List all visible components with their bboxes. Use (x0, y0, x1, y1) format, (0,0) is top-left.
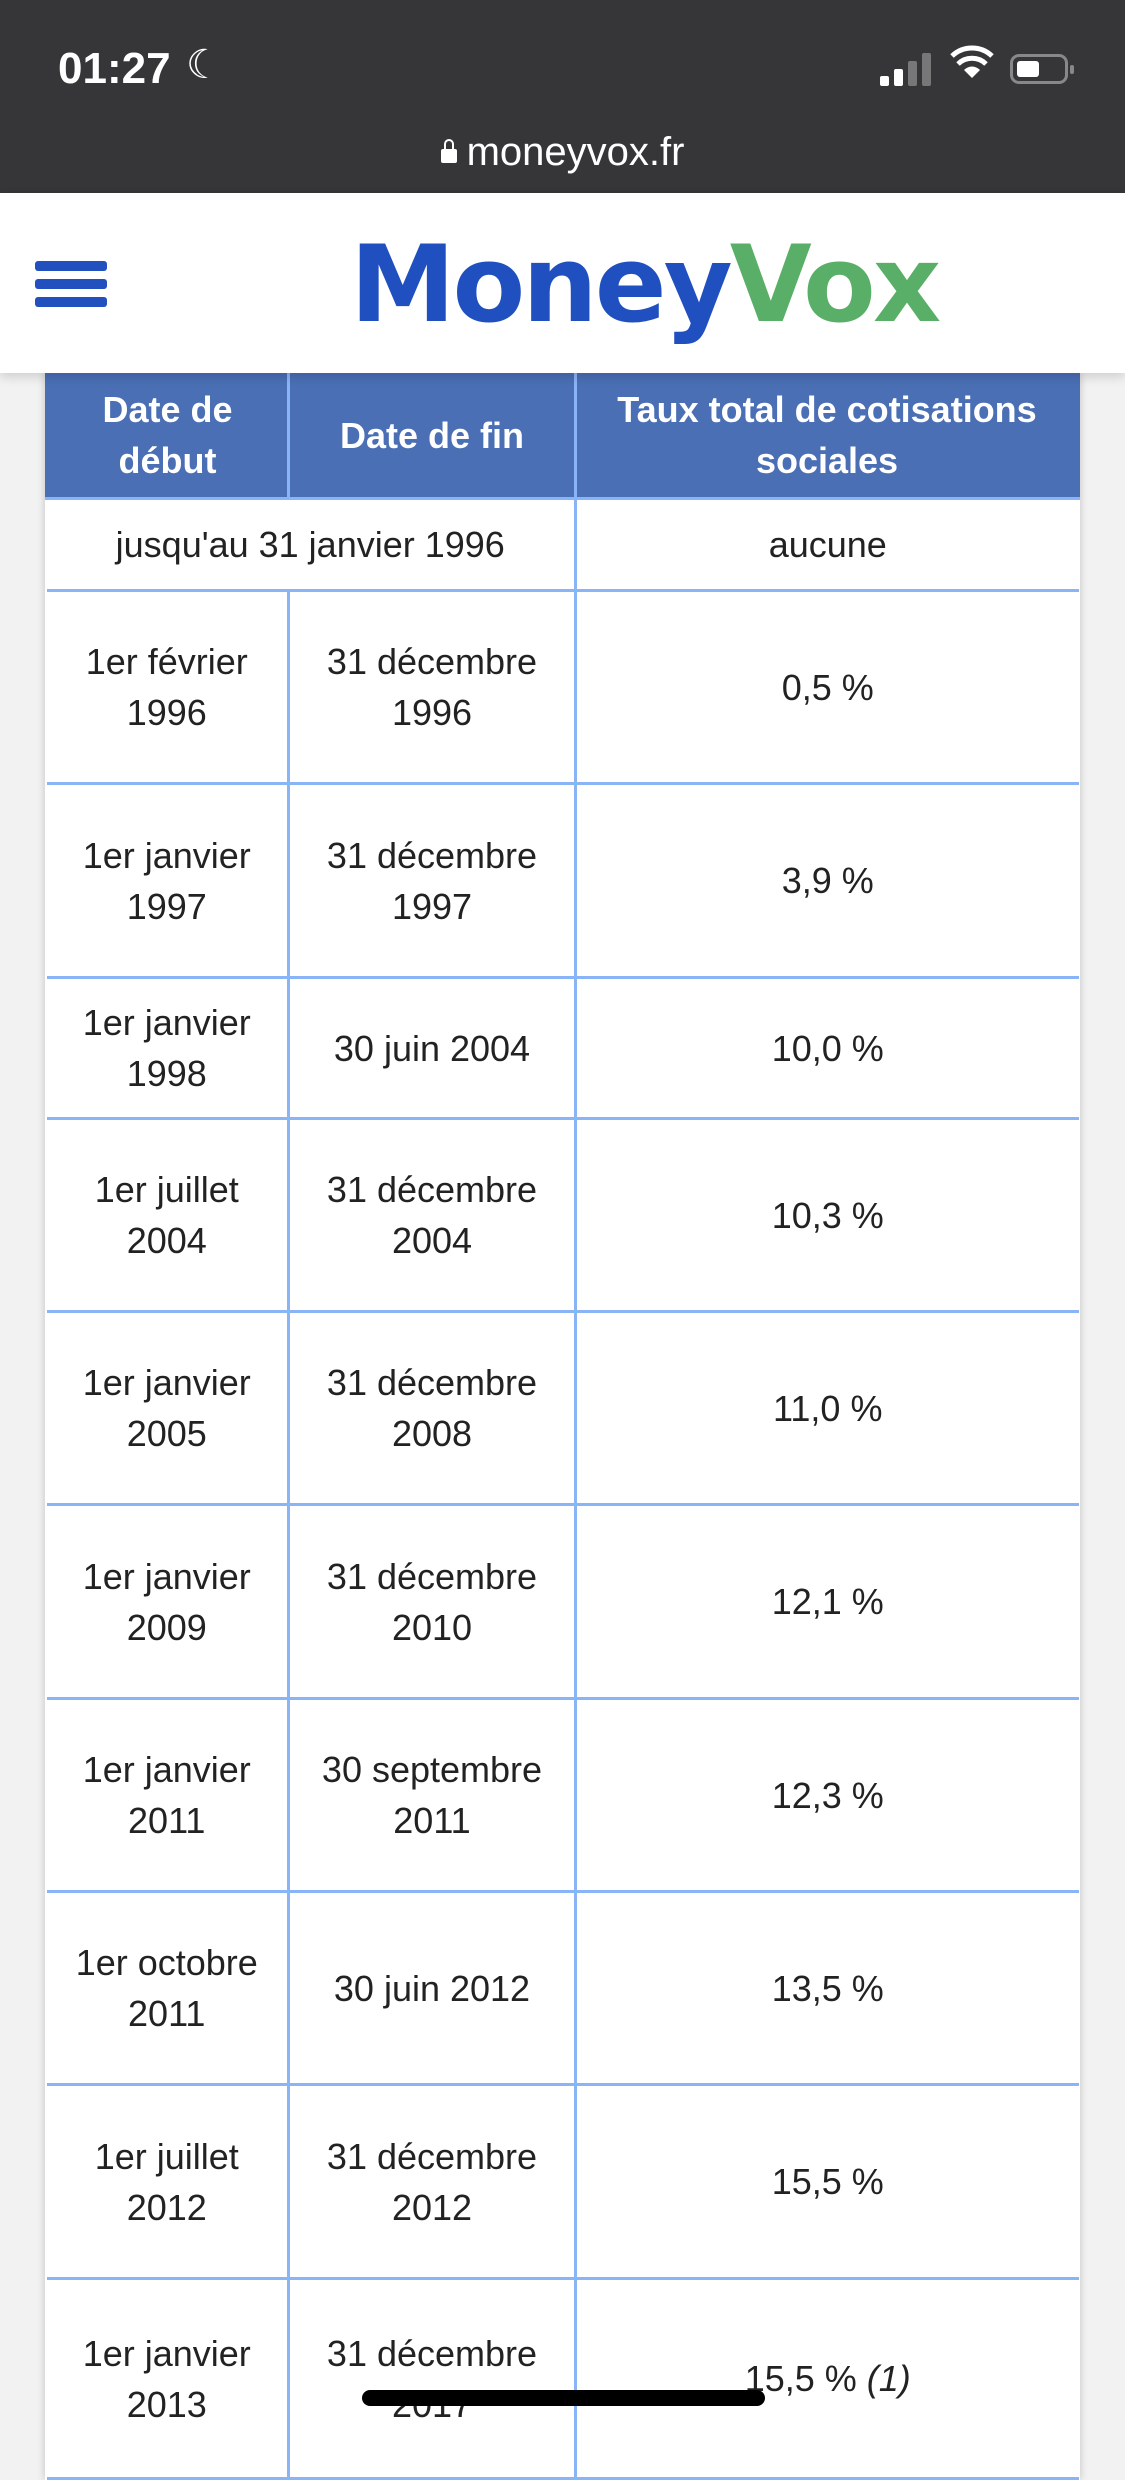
rate-text: 10,3 % (771, 1194, 884, 1236)
url-text: moneyvox.fr (466, 130, 685, 174)
start-cell: 1er janvier 2011 (46, 1697, 290, 1893)
table-row: 1er janvier 2013 31 décembre 2017 15,5 % (… (46, 2277, 1079, 2480)
start-text: 1er janvier 2013 (82, 2332, 251, 2425)
wifi-icon (950, 44, 994, 90)
start-text: 1er février 1996 (85, 641, 248, 733)
start-cell: 1er janvier 2005 (46, 1310, 290, 1506)
table-row: 1er octobre 2011 30 juin 2012 13,5 % (46, 1890, 1079, 2086)
start-text: 1er janvier 2005 (82, 1362, 251, 1454)
rate-text: 12,1 % (771, 1581, 884, 1622)
home-indicator[interactable] (362, 2390, 765, 2406)
rate-text: 12,3 % (771, 1774, 884, 1816)
end-cell: 31 décembre 2017 (287, 2277, 577, 2480)
table-row: 1er juillet 2004 31 décembre 2004 10,3 % (46, 1117, 1079, 1313)
table-row: 1er janvier 1997 31 décembre 1997 3,9 % (46, 782, 1079, 979)
start-text: 1er janvier 2011 (82, 1749, 251, 1841)
start-cell: 1er février 1996 (46, 589, 290, 785)
end-text: 31 décembre 2012 (326, 2135, 538, 2228)
end-text: 31 décembre 2008 (326, 1362, 538, 1454)
start-text: 1er octobre 2011 (75, 1942, 258, 2034)
end-cell: 30 juin 2004 (287, 976, 577, 1120)
rate-cell: 12,3 % (574, 1697, 1079, 1893)
end-text: 30 septembre 2011 (321, 1749, 543, 1841)
rate-cell: aucune (574, 497, 1079, 592)
menu-icon[interactable] (35, 261, 107, 307)
rate-cell: 11,0 % (574, 1310, 1079, 1506)
end-text: 31 décembre 2010 (326, 1555, 538, 1648)
rate-text: 15,5 % (744, 2358, 857, 2399)
clock: 01:27 (58, 44, 171, 93)
table-row: 1er janvier 2011 30 septembre 2011 12,3 % (46, 1697, 1079, 1893)
start-cell: 1er janvier 1998 (46, 976, 290, 1120)
rate-text: 13,5 % (771, 1967, 884, 2009)
end-text: 31 décembre 2004 (326, 1169, 538, 1261)
table-row: 1er février 1996 31 décembre 1996 0,5 % (46, 589, 1079, 785)
start-text: 1er janvier 1997 (82, 834, 251, 927)
start-cell: 1er janvier 2009 (46, 1503, 290, 1700)
address-bar[interactable]: moneyvox.fr (0, 130, 1125, 175)
table-row: 1er janvier 1998 30 juin 2004 10,0 % (46, 976, 1079, 1120)
rate-cell: 13,5 % (574, 1890, 1079, 2086)
header-rate: Taux total de cotisations sociales (574, 373, 1080, 500)
start-cell: 1er janvier 1997 (46, 782, 290, 979)
rate-text: 3,9 % (781, 860, 874, 901)
start-text: 1er janvier 2009 (82, 1555, 251, 1648)
lock-icon (440, 139, 457, 163)
moon-icon: ☾ (186, 43, 222, 87)
rate-cell: 15,5 % (574, 2083, 1079, 2280)
start-text: 1er janvier 1998 (82, 1002, 251, 1094)
table-row: 1er janvier 2005 31 décembre 2008 11,0 % (46, 1310, 1079, 1506)
end-cell: 31 décembre 1996 (287, 589, 577, 785)
start-cell: 1er juillet 2004 (46, 1117, 290, 1313)
end-text: 30 juin 2012 (333, 1967, 531, 2009)
rate-text: 15,5 % (771, 2161, 884, 2202)
end-text: 31 décembre 1996 (326, 641, 538, 733)
end-cell: 31 décembre 2008 (287, 1310, 577, 1506)
rate-cell: 15,5 % (1) (574, 2277, 1079, 2480)
end-text: 31 décembre 1997 (326, 834, 538, 927)
rate-cell: 10,0 % (574, 976, 1079, 1120)
end-text: 30 juin 2004 (333, 1027, 531, 1069)
rate-cell: 3,9 % (574, 782, 1079, 979)
logo[interactable]: MoneyVox (350, 223, 941, 346)
period-cell: jusqu'au 31 janvier 1996 (46, 497, 577, 592)
rate-cell: 12,1 % (574, 1503, 1079, 1700)
end-cell: 30 septembre 2011 (287, 1697, 577, 1893)
end-cell: 31 décembre 2012 (287, 2083, 577, 2280)
start-text: 1er juillet 2012 (94, 2135, 239, 2228)
end-cell: 31 décembre 2004 (287, 1117, 577, 1313)
signal-icon (880, 52, 934, 86)
contributions-table: Date de début Date de fin Taux total de … (45, 373, 1080, 2480)
table-row: jusqu'au 31 janvier 1996 aucune (46, 497, 1079, 592)
rate-cell: 10,3 % (574, 1117, 1079, 1313)
table-row: 1er janvier 2009 31 décembre 2010 12,1 % (46, 1503, 1079, 1700)
table-row: 1er juillet 2012 31 décembre 2012 15,5 % (46, 2083, 1079, 2280)
header-end-date: Date de fin (287, 373, 577, 500)
start-text: 1er juillet 2004 (94, 1169, 239, 1261)
end-text: 31 décembre 2017 (326, 2332, 538, 2425)
rate-cell: 0,5 % (574, 589, 1079, 785)
rate-text: 11,0 % (773, 1387, 883, 1429)
start-cell: 1er juillet 2012 (46, 2083, 290, 2280)
end-cell: 30 juin 2012 (287, 1890, 577, 2086)
start-cell: 1er octobre 2011 (46, 1890, 290, 2086)
header-start-date: Date de début (45, 373, 290, 500)
end-cell: 31 décembre 2010 (287, 1503, 577, 1700)
rate-text: 0,5 % (781, 666, 874, 708)
status-bar: 01:27 ☾ moneyvox.fr (0, 0, 1125, 193)
battery-icon (1010, 54, 1074, 84)
start-cell: 1er janvier 2013 (46, 2277, 290, 2480)
footnote-ref[interactable]: (1) (866, 2358, 911, 2399)
end-cell: 31 décembre 1997 (287, 782, 577, 979)
rate-text: 10,0 % (771, 1027, 884, 1069)
site-header: MoneyVox (0, 193, 1125, 373)
